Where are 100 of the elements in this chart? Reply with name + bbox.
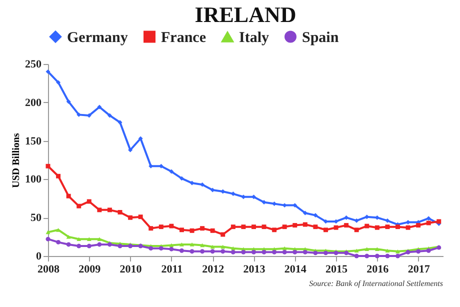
point (76, 204, 82, 208)
point (354, 248, 359, 253)
point (364, 254, 370, 258)
point (97, 208, 102, 212)
point (107, 208, 112, 212)
point (313, 213, 318, 218)
point (107, 113, 112, 118)
point (385, 224, 390, 230)
point (220, 249, 226, 254)
point (200, 249, 205, 254)
point (282, 224, 287, 230)
point (66, 194, 71, 198)
point (374, 247, 380, 252)
point (46, 230, 50, 234)
point (282, 246, 287, 250)
point (179, 248, 184, 253)
y-tick-label: 50 (30, 212, 42, 224)
point (128, 215, 133, 220)
point (210, 188, 215, 192)
point (56, 80, 61, 85)
point (354, 218, 359, 223)
point (46, 164, 50, 168)
point (292, 223, 298, 228)
point (200, 182, 205, 187)
point (200, 226, 205, 231)
point (46, 236, 50, 242)
point (138, 214, 143, 220)
point (118, 210, 122, 214)
point (302, 210, 308, 216)
point (46, 69, 50, 74)
point (210, 228, 215, 233)
point (302, 222, 308, 227)
point (426, 220, 431, 226)
point (344, 223, 349, 228)
point (272, 250, 277, 254)
point (282, 250, 287, 254)
point (354, 228, 359, 232)
point (426, 248, 431, 253)
point (76, 237, 82, 242)
point (334, 225, 338, 230)
point (396, 254, 400, 258)
point (364, 247, 370, 252)
point (86, 244, 92, 248)
y-tick-label: 0 (36, 250, 42, 262)
x-tick-label: 2015 (326, 264, 348, 276)
point (385, 218, 390, 223)
y-tick-label: 200 (25, 96, 42, 109)
point (302, 250, 308, 254)
point (190, 228, 194, 233)
legend-label: France (161, 30, 206, 46)
point (251, 224, 256, 230)
chart-title: IRELAND (194, 2, 296, 27)
point (220, 232, 226, 237)
point (262, 250, 266, 254)
point (230, 224, 236, 230)
point (385, 248, 390, 253)
point (406, 225, 410, 230)
point (190, 242, 194, 246)
point (179, 176, 184, 181)
point (230, 246, 236, 250)
point (138, 136, 143, 141)
point (97, 237, 102, 242)
y-axis-title: USD Billions (11, 133, 22, 188)
point (66, 99, 71, 104)
point (396, 249, 400, 254)
y-tick-label: 250 (25, 58, 42, 70)
point (97, 242, 102, 247)
point (118, 244, 122, 248)
point (200, 243, 205, 248)
legend-label: Spain (302, 30, 340, 46)
x-tick-label: 2014 (284, 264, 307, 276)
point (324, 228, 328, 232)
point (230, 192, 236, 196)
point (324, 250, 328, 256)
point (86, 237, 92, 242)
point (364, 224, 370, 228)
point (56, 240, 61, 244)
x-tick-label: 2008 (38, 264, 60, 276)
point (169, 224, 174, 228)
point (262, 224, 266, 230)
point (241, 224, 246, 230)
point (374, 225, 380, 230)
point (97, 104, 102, 110)
point (241, 250, 246, 254)
point (169, 169, 174, 174)
x-tick-label: 2012 (202, 264, 225, 276)
point (385, 254, 390, 258)
point (251, 250, 256, 254)
point (416, 249, 421, 254)
x-tick-label: 2009 (78, 264, 102, 276)
point (292, 250, 298, 254)
point (416, 223, 421, 228)
point (148, 226, 154, 231)
point (354, 254, 359, 258)
x-tick-label: 2011 (161, 264, 183, 276)
point (344, 215, 349, 220)
point (169, 246, 174, 252)
x-tick-label: 2010 (120, 264, 142, 276)
point (396, 224, 400, 230)
point (158, 224, 164, 230)
